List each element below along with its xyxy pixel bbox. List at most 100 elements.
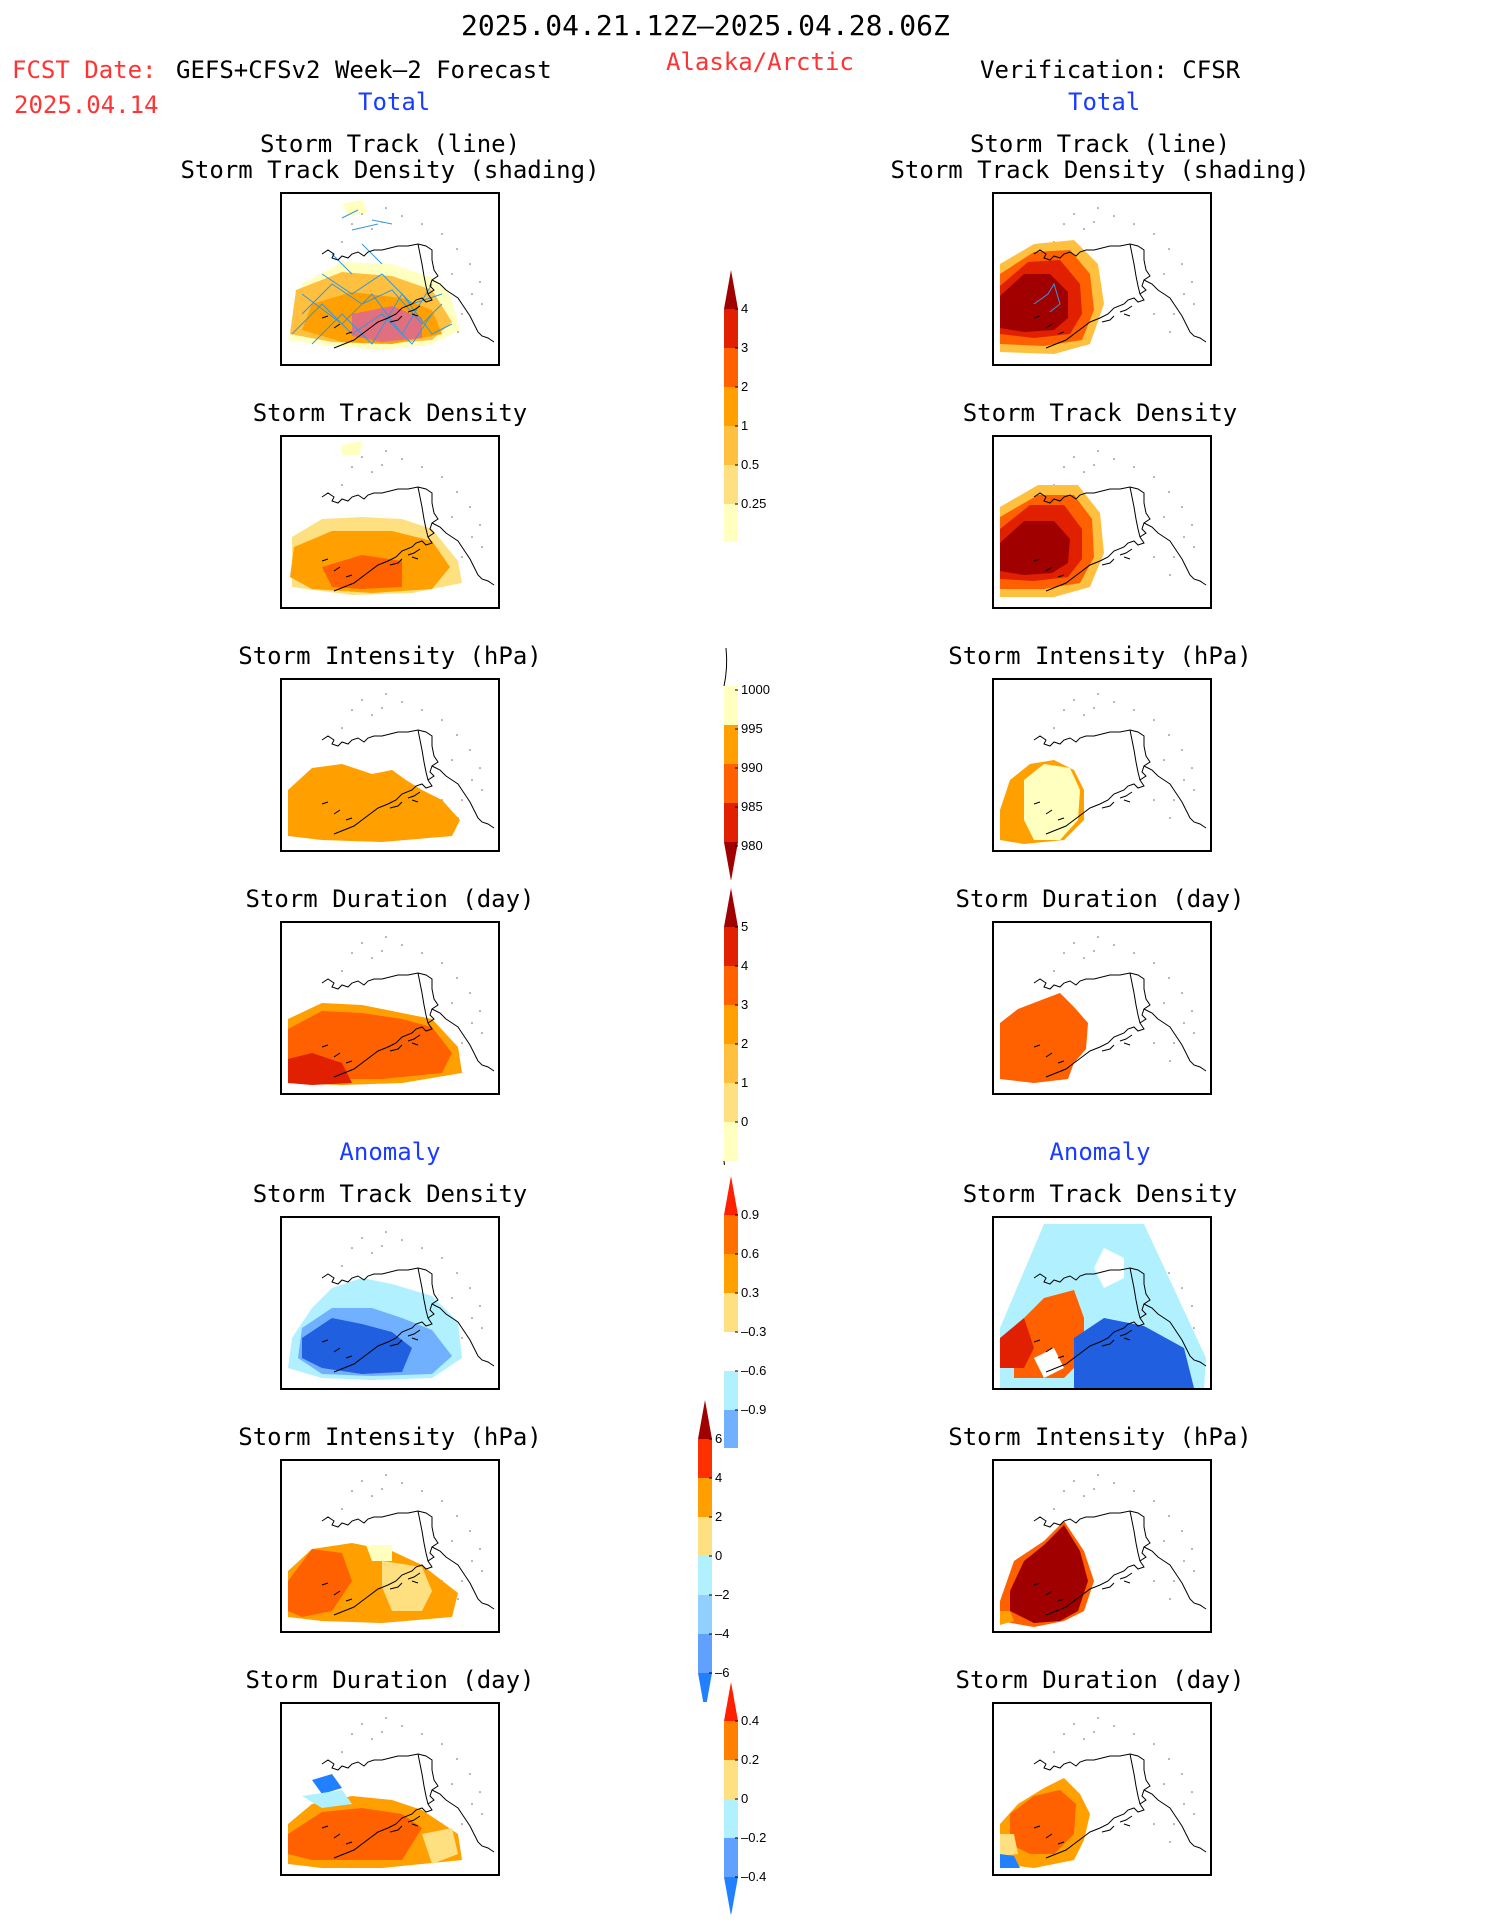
colorbar-tick-label: 995: [741, 721, 763, 736]
islands: [1033, 305, 1133, 335]
map-left-density-svg: [290, 441, 495, 595]
field-contour: [1024, 764, 1080, 840]
map-right-density-svg: [1000, 450, 1207, 597]
field-contour: [312, 1774, 342, 1794]
graticule: [1053, 1474, 1195, 1600]
islands: [1033, 1815, 1133, 1845]
region-title: Alaska/Arctic: [666, 48, 854, 76]
field-contour: [342, 200, 368, 216]
islands: [321, 1572, 421, 1602]
map-left-duration-anomaly: [280, 1702, 500, 1876]
graticule: [341, 1474, 483, 1600]
graticule: [341, 1717, 483, 1843]
colorbar-tick-label: 0.4: [741, 1713, 759, 1728]
field-contour: [1000, 1854, 1020, 1868]
colorbar-tail: [723, 647, 728, 687]
map-right-duration-svg: [1000, 936, 1207, 1083]
coastline: [1033, 1753, 1151, 1859]
right-density-title: Storm Track Density: [962, 399, 1238, 427]
colorbar-segment: [724, 465, 738, 504]
field-contour: [1034, 1348, 1064, 1378]
left-total-label: Total: [358, 88, 431, 116]
coastline: [321, 1753, 439, 1859]
coastline: [431, 522, 495, 586]
graticule: [341, 450, 483, 576]
colorbar-tick-label: 0.25: [741, 496, 766, 511]
right-duration-anomaly-title: Storm Duration (day): [955, 1666, 1245, 1694]
fcst-date: 2025.04.14: [14, 91, 159, 119]
colorbar-tick-label: 990: [741, 760, 763, 775]
islands: [321, 1329, 421, 1359]
colorbar-segment: [724, 966, 738, 1005]
colorbar-segment: [698, 1556, 712, 1595]
colorbar-segment: [724, 1838, 738, 1877]
field-contour: [1010, 1525, 1088, 1623]
colorbar-tick-label: 1: [741, 418, 748, 433]
coastline: [431, 765, 495, 829]
colorbar-tick-label: 4: [741, 958, 748, 973]
field-contour: [288, 1053, 352, 1085]
fcst-model: GEFS+CFSv2 Week–2 Forecast: [176, 56, 552, 84]
border-line: [1129, 243, 1141, 295]
field-contour: [422, 1828, 458, 1864]
left-density-title: Storm Track Density: [252, 399, 528, 427]
coastline: [431, 1008, 495, 1072]
colorbar-segment: [724, 1371, 738, 1410]
colorbar-segment: [724, 1799, 738, 1838]
colorbar-tick-label: 1000: [741, 682, 770, 697]
colorbar-segment: [698, 1517, 712, 1556]
colorbar-segment: [724, 309, 738, 348]
map-right-track-svg: [1000, 207, 1207, 354]
field-contour: [1074, 1318, 1194, 1388]
border-line: [1129, 972, 1141, 1024]
map-left-duration-anomaly-svg: [288, 1717, 495, 1868]
border-line: [1129, 1510, 1141, 1562]
border-line: [1129, 1267, 1141, 1319]
colorbar-tick-label: 0: [715, 1548, 722, 1563]
colorbar-segment: [724, 348, 738, 387]
coastline: [1143, 279, 1207, 343]
coastline: [1033, 972, 1151, 1078]
colorbar-segment: [724, 1332, 738, 1371]
field-contour: [352, 306, 422, 342]
border-line: [417, 1753, 429, 1805]
colorbar-tail: [723, 1160, 725, 1165]
fcst-label: FCST Date:: [12, 56, 157, 84]
colorbar-tick-label: 6: [715, 1431, 722, 1446]
coastline: [1033, 1267, 1151, 1373]
islands: [321, 548, 421, 578]
field-contour: [302, 1318, 412, 1374]
field-contour: [302, 1790, 352, 1808]
coastline: [1143, 1546, 1207, 1610]
left-duration-anomaly-title: Storm Duration (day): [245, 1666, 535, 1694]
colorbar-density-anomaly: 0.9 0.6 0.3 –0.3 –0.6 –0.9: [724, 1176, 766, 1448]
colorbar-tick-label: 1: [741, 1075, 748, 1090]
colorbar-segment: [698, 1439, 712, 1478]
colorbar-segment: [724, 1877, 738, 1914]
colorbar-tick-label: 0.5: [741, 457, 759, 472]
colorbar-tick-label: –0.3: [741, 1324, 766, 1339]
colorbar-segment: [698, 1595, 712, 1634]
colorbar-segment: [724, 1122, 738, 1161]
coastline: [1033, 486, 1151, 592]
colorbar-intensity-anomaly: 6 4 2 0 –2 –4 –6: [698, 1400, 729, 1702]
border-line: [417, 243, 429, 295]
map-right-intensity: [992, 678, 1212, 852]
colorbar-tick-label: –2: [715, 1587, 729, 1602]
islands: [1033, 791, 1133, 821]
map-left-intensity-anomaly: [280, 1459, 500, 1633]
coastline: [1143, 1789, 1207, 1853]
left-intensity-title: Storm Intensity (hPa): [238, 642, 542, 670]
map-right-density-anomaly-svg: [1000, 1224, 1207, 1388]
colorbar-segment: [724, 504, 738, 542]
field-contour: [342, 441, 362, 455]
colorbar-tick-label: 0: [741, 1791, 748, 1806]
border-line: [417, 972, 429, 1024]
verification-label: Verification: CFSR: [980, 56, 1241, 84]
colorbar-tick-label: –0.2: [741, 1830, 766, 1845]
colorbar-tick-label: –6: [715, 1665, 729, 1680]
coastline: [1143, 1008, 1207, 1072]
islands: [1033, 548, 1133, 578]
map-left-density: [280, 435, 500, 609]
colorbar-tick-label: 2: [715, 1509, 722, 1524]
